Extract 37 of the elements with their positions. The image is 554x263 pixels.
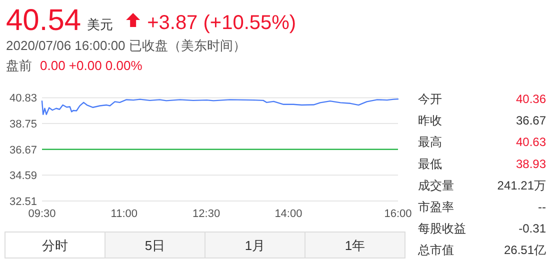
chart-title: 40.54 [6, 4, 82, 37]
text: 40.63 [516, 135, 546, 150]
text: 1月 [244, 238, 266, 253]
x-tick-label: 14:00 [274, 208, 302, 220]
text: 最高 [418, 135, 442, 150]
text: 26.51亿 [504, 243, 546, 258]
text: -0.31 [518, 222, 546, 236]
y-tick-label: 36.67 [9, 144, 37, 156]
text: 成交量 [418, 178, 454, 192]
line-series [41, 98, 399, 116]
y-tick-label: 32.51 [9, 196, 37, 208]
text: -- [538, 200, 546, 214]
text: 市盈率 [418, 200, 454, 214]
text: 盘前 [6, 58, 32, 73]
x-tick-label: 16:00 [384, 208, 412, 220]
x-tick-label: 12:30 [192, 208, 220, 220]
text: 分时 [42, 238, 68, 253]
text: 今开 [418, 92, 442, 106]
text: 最低 [418, 156, 442, 171]
text: 241.21万 [497, 178, 546, 192]
text: 36.67 [516, 114, 546, 128]
text: 总市值 [417, 243, 454, 258]
text: 每股收益 [418, 222, 466, 236]
text: 0.00 +0.00 0.00% [40, 58, 143, 73]
text: +3.87 (+10.55%) [147, 12, 296, 34]
y-tick-label: 34.59 [9, 170, 37, 182]
chart-subtitle: 2020/07/06 16:00:00 已收盘（美东时间） [6, 38, 246, 53]
text: 38.93 [516, 156, 546, 171]
text: 5日 [144, 238, 166, 253]
y-tick-label: 38.75 [9, 118, 37, 131]
y-tick-label: 40.83 [9, 92, 37, 105]
text: 美元 [87, 17, 114, 32]
text: 40.36 [516, 92, 546, 106]
text: 昨收 [418, 114, 442, 128]
x-tick-label: 09:30 [28, 208, 56, 220]
x-tick-label: 11:00 [110, 208, 138, 220]
text: 1年 [344, 238, 366, 253]
